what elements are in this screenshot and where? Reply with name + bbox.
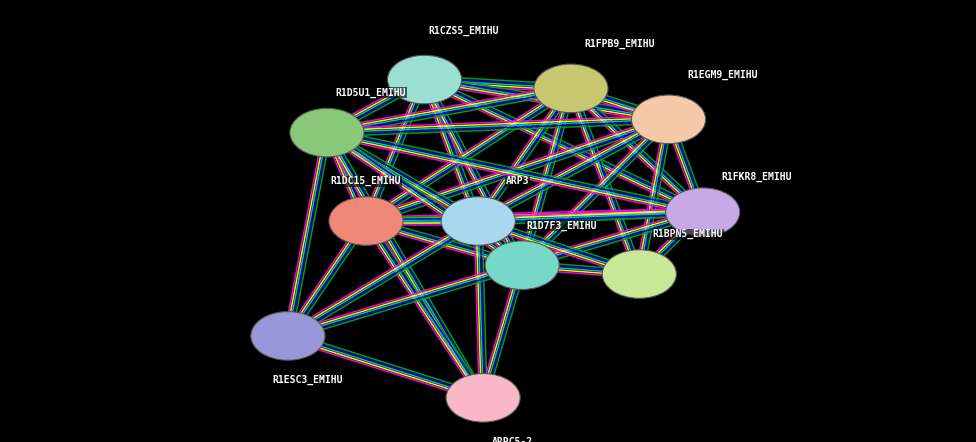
Text: ARP3: ARP3 [506, 176, 529, 186]
Text: R1EGM9_EMIHU: R1EGM9_EMIHU [687, 70, 757, 80]
Text: R1BPN5_EMIHU: R1BPN5_EMIHU [653, 229, 723, 240]
Ellipse shape [329, 197, 403, 245]
Ellipse shape [602, 250, 676, 298]
Text: R1D7F3_EMIHU: R1D7F3_EMIHU [526, 220, 596, 231]
Ellipse shape [387, 55, 462, 104]
Ellipse shape [441, 197, 515, 245]
Ellipse shape [485, 241, 559, 290]
Text: R1FPB9_EMIHU: R1FPB9_EMIHU [585, 39, 655, 50]
Text: R1D5U1_EMIHU: R1D5U1_EMIHU [336, 88, 406, 98]
Text: R1ESC3_EMIHU: R1ESC3_EMIHU [272, 375, 343, 385]
Ellipse shape [446, 373, 520, 422]
Ellipse shape [631, 95, 706, 144]
Text: R1CZS5_EMIHU: R1CZS5_EMIHU [428, 26, 499, 36]
Ellipse shape [251, 312, 325, 360]
Ellipse shape [666, 188, 740, 236]
Text: R1DC15_EMIHU: R1DC15_EMIHU [331, 176, 401, 187]
Text: ARPC5-2: ARPC5-2 [492, 437, 533, 442]
Text: R1FKR8_EMIHU: R1FKR8_EMIHU [721, 171, 792, 182]
Ellipse shape [290, 108, 364, 157]
Ellipse shape [534, 64, 608, 113]
